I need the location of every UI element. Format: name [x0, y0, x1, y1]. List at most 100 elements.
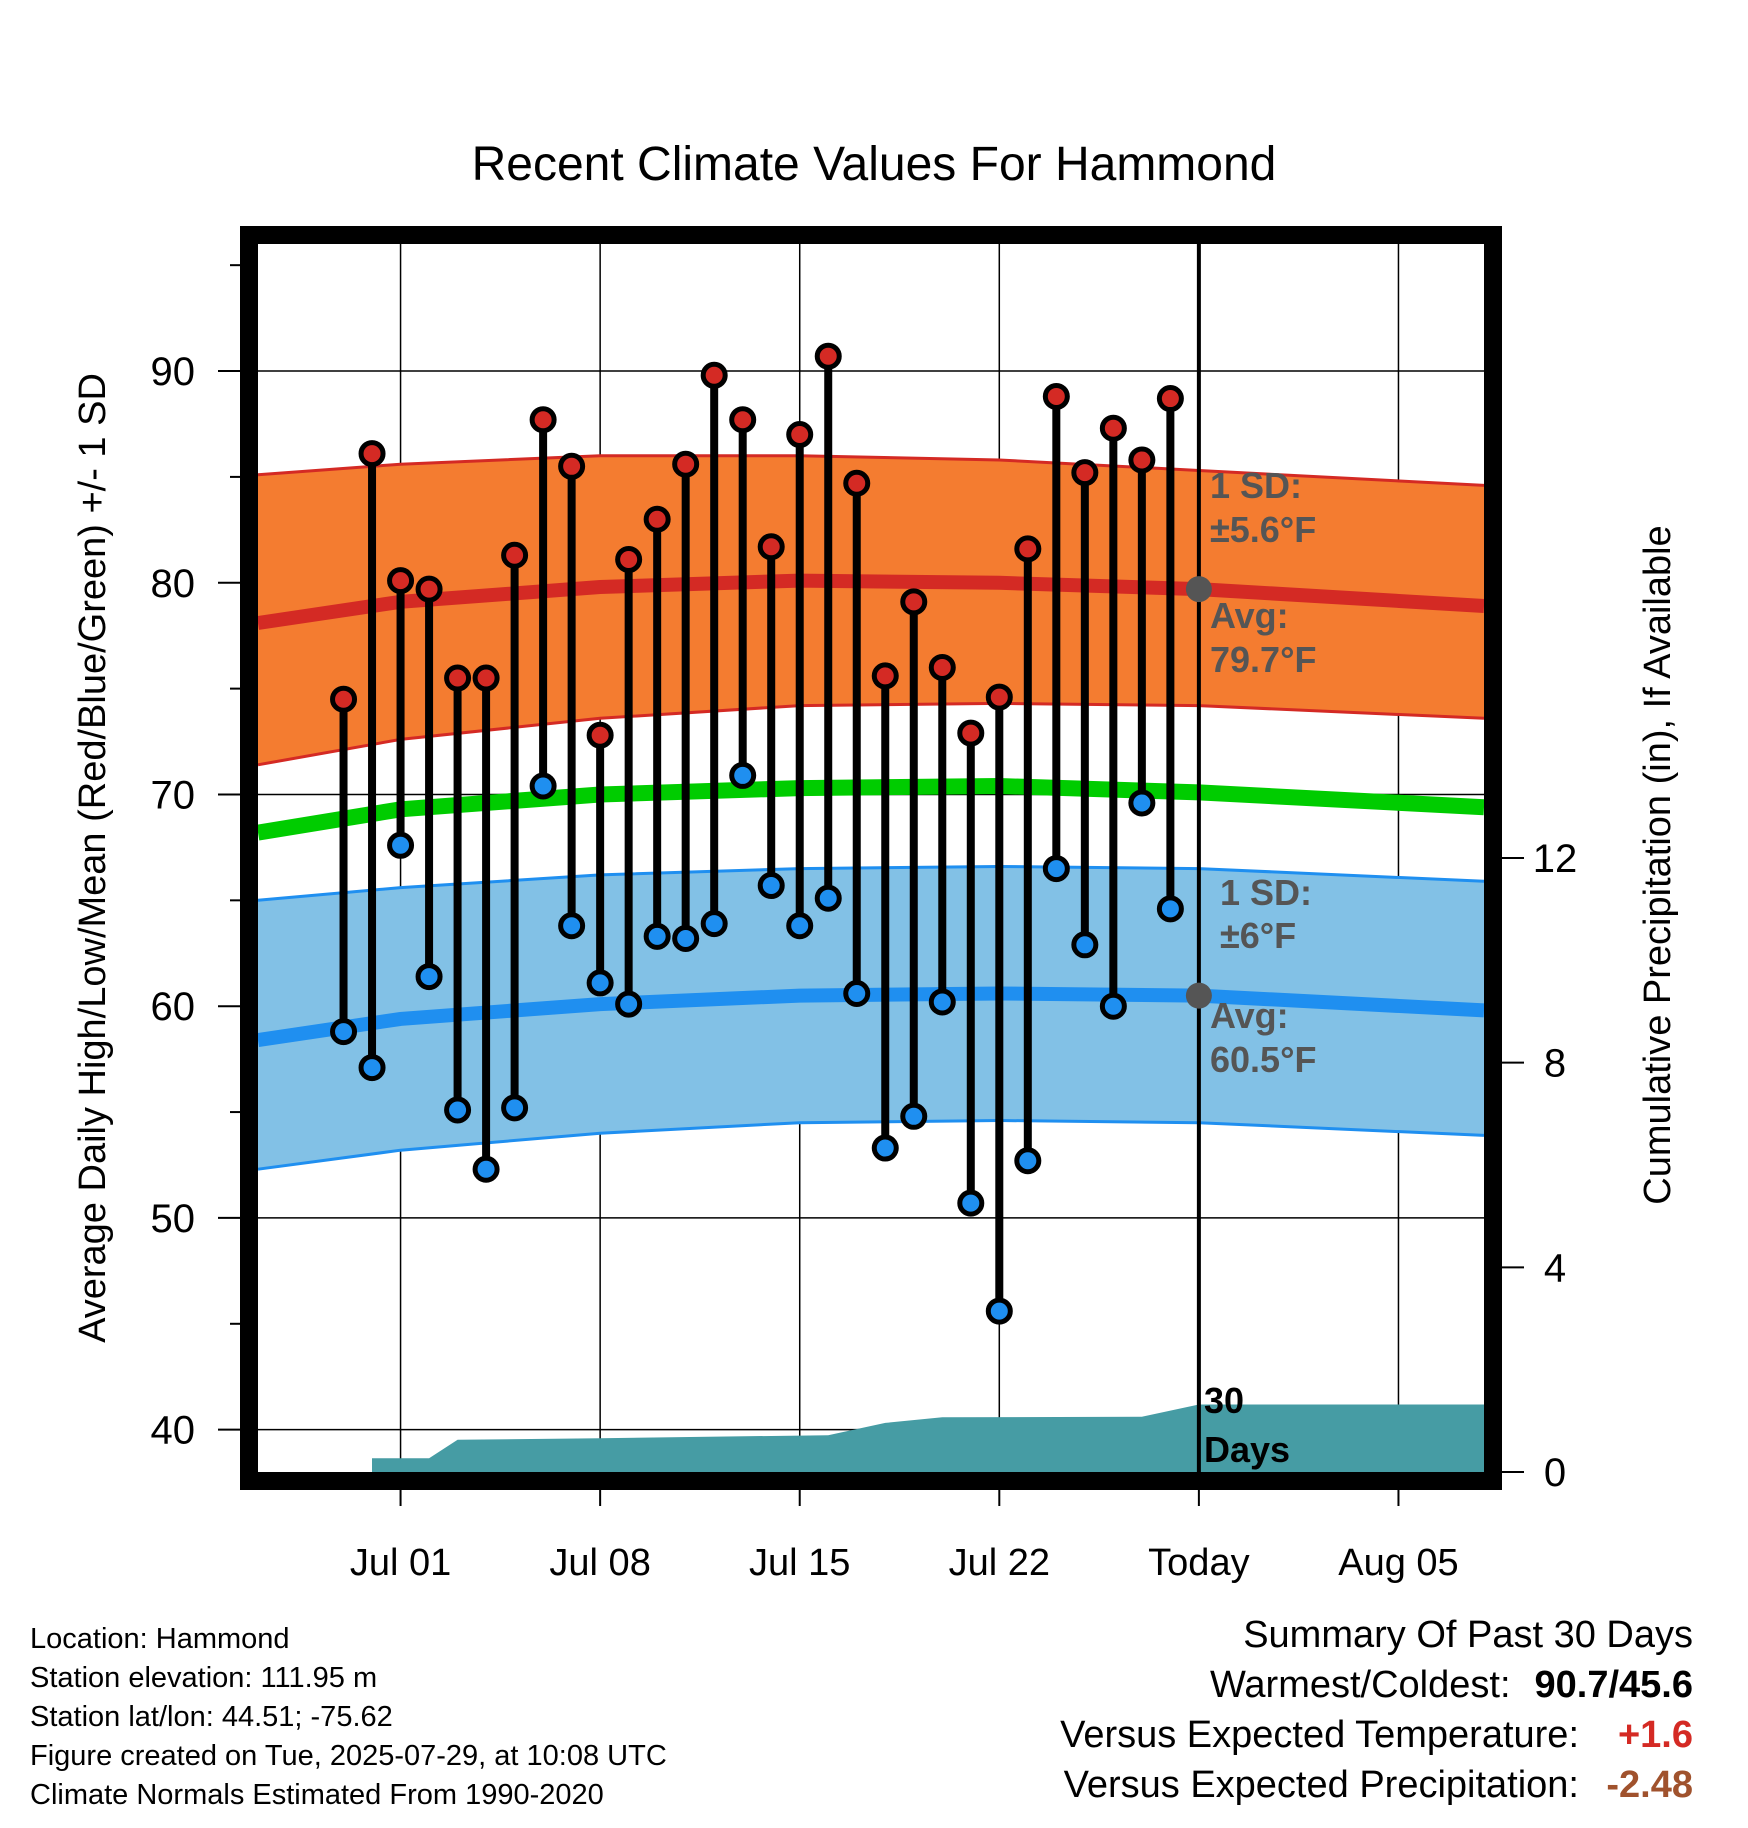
daily-high-point: [1156, 385, 1184, 413]
daily-low-point: [786, 912, 814, 940]
daily-high-point: [757, 533, 785, 561]
daily-low-point: [1128, 789, 1156, 817]
daily-low-point: [985, 1297, 1013, 1325]
y-tick-label: 90: [151, 350, 196, 394]
precipitation-area: [343, 1404, 1484, 1472]
y-axis-label: Average Daily High/Low/Mean (Red/Blue/Gr…: [72, 373, 114, 1343]
daily-high-point: [985, 683, 1013, 711]
daily-low-point: [501, 1094, 529, 1122]
daily-high-point: [700, 361, 728, 389]
daily-high-point: [444, 664, 472, 692]
daily-high-point: [558, 452, 586, 480]
created-text: Figure created on Tue, 2025-07-29, at 10…: [30, 1740, 667, 1772]
chart-title: Recent Climate Values For Hammond: [472, 138, 1277, 191]
daily-markers: [330, 244, 1212, 1472]
y-tick-label: 70: [151, 773, 196, 817]
y-tick-label: 50: [151, 1197, 196, 1241]
daily-low-point: [586, 969, 614, 997]
normals-text: Climate Normals Estimated From 1990-2020: [30, 1779, 604, 1811]
elevation-text: Station elevation: 111.95 m: [30, 1662, 378, 1694]
daily-low-point: [387, 831, 415, 859]
grid-lines: [258, 244, 1484, 1472]
summary-panel: Summary Of Past 30 Days Warmest/Coldest:…: [1060, 1610, 1693, 1810]
y-tick-label: 60: [151, 985, 196, 1029]
latlon-text: Station lat/lon: 44.51; -75.62: [30, 1701, 393, 1733]
high-avg-value: 79.7°F: [1210, 639, 1316, 680]
daily-high-point: [1014, 535, 1042, 563]
station-info: Location: Hammond Station elevation: 111…: [30, 1620, 667, 1815]
x-tick-label: Aug 05: [1338, 1542, 1458, 1584]
daily-low-point: [1099, 992, 1127, 1020]
daily-high-point: [501, 541, 529, 569]
daily-low-point: [957, 1189, 985, 1217]
high-sd-value: ±5.6°F: [1210, 509, 1316, 550]
daily-low-point: [444, 1096, 472, 1124]
x-tick-label: Jul 22: [949, 1542, 1050, 1584]
daily-low-point: [529, 772, 557, 800]
summary-precip: Versus Expected Precipitation: -2.48: [1060, 1760, 1693, 1810]
daily-low-point: [1156, 895, 1184, 923]
daily-high-point: [1071, 459, 1099, 487]
precip-value: -2.48: [1606, 1764, 1693, 1806]
daily-low-point: [643, 922, 671, 950]
summary-title: Summary Of Past 30 Days: [1243, 1614, 1693, 1656]
plot-border: [240, 226, 1502, 1490]
daily-low-point: [900, 1102, 928, 1130]
daily-high-point: [615, 545, 643, 573]
daily-low-point: [729, 761, 757, 789]
daily-low-point: [1071, 931, 1099, 959]
daily-low-point: [330, 1018, 358, 1046]
daily-high-point: [1042, 382, 1070, 410]
y2-axis-label: Cumulative Precipitation (in), If Availa…: [1637, 525, 1679, 1204]
daily-high-point: [1128, 446, 1156, 474]
axes: 40 50 60 70 80 90 0 4 8 12 Jul 01 Jul 08 Jul 15 Jul 2…: [72, 138, 1679, 1584]
daily-high-point: [472, 664, 500, 692]
daily-low-point: [928, 988, 956, 1016]
y-tick-label: 40: [151, 1409, 196, 1453]
warm-cold-value: 90.7/45.6: [1534, 1664, 1693, 1706]
today-high-avg-dot: [1185, 576, 1212, 603]
low-sd-label: 1 SD:: [1220, 872, 1312, 913]
low-sd-value: ±6°F: [1220, 915, 1296, 956]
y-tick-label: 80: [151, 562, 196, 606]
daily-high-point: [529, 406, 557, 434]
daily-low-point: [814, 884, 842, 912]
daily-high-point: [643, 505, 671, 533]
temp-label: Versus Expected Temperature:: [1060, 1714, 1579, 1756]
daily-range-stems: [339, 356, 1175, 1312]
daily-low-point: [358, 1054, 386, 1082]
location-text: Location: Hammond: [30, 1623, 290, 1655]
summary-warm-cold: Warmest/Coldest: 90.7/45.6: [1060, 1660, 1693, 1710]
precip-label: Versus Expected Precipitation:: [1063, 1764, 1579, 1806]
daily-low-point: [700, 910, 728, 938]
daily-high-point: [843, 469, 871, 497]
daily-low-point: [672, 924, 700, 952]
precip-days-number: 30: [1204, 1380, 1244, 1421]
low-avg-value: 60.5°F: [1210, 1039, 1316, 1080]
x-tick-label: Jul 01: [350, 1542, 451, 1584]
precip-area: [343, 1404, 1484, 1472]
today-low-avg-dot: [1185, 982, 1212, 1009]
daily-high-point: [387, 567, 415, 595]
x-tick-label: Today: [1148, 1542, 1249, 1584]
warm-cold-label: Warmest/Coldest:: [1209, 1664, 1511, 1706]
daily-high-point: [729, 406, 757, 434]
y2-tick-label: 8: [1544, 1042, 1566, 1086]
y2-tick-label: 12: [1533, 837, 1578, 881]
plot-frame: [240, 226, 1502, 1490]
x-tick-label: Jul 15: [749, 1542, 850, 1584]
daily-high-point: [415, 575, 443, 603]
daily-high-point: [1099, 414, 1127, 442]
daily-low-point: [415, 963, 443, 991]
climate-chart: 40 50 60 70 80 90 0 4 8 12 Jul 01 Jul 08 Jul 15 Jul 2…: [72, 138, 1679, 1584]
daily-high-point: [586, 721, 614, 749]
daily-high-point: [330, 685, 358, 713]
high-sd-band: [258, 455, 1484, 765]
normal-mean-line: [256, 777, 1485, 841]
daily-low-point: [1014, 1147, 1042, 1175]
daily-high-point: [358, 440, 386, 468]
daily-high-point: [957, 719, 985, 747]
summary-temp: Versus Expected Temperature: +1.6: [1060, 1710, 1693, 1760]
x-tick-label: Jul 08: [549, 1542, 650, 1584]
